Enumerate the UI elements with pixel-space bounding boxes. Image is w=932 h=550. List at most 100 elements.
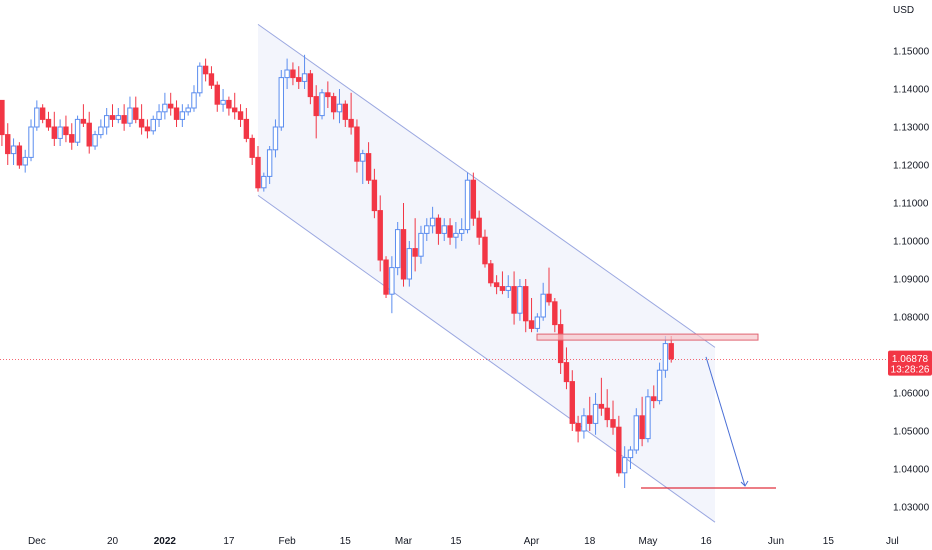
candle (208, 66, 215, 89)
candle (290, 62, 296, 86)
candle-body (598, 403, 605, 409)
candle (418, 225, 424, 264)
candle (493, 275, 500, 295)
candle (0, 99, 5, 146)
candle-body (179, 111, 186, 120)
candle-body (336, 103, 343, 113)
candle-body (610, 419, 616, 428)
candle-body (668, 343, 674, 360)
candle (313, 85, 319, 139)
candle-body (517, 286, 523, 314)
candle (651, 385, 657, 409)
candle-body (307, 73, 314, 98)
candle (185, 104, 191, 116)
candle-body (616, 426, 622, 474)
candle-body (34, 107, 40, 128)
candle-body (348, 118, 354, 128)
candle (453, 222, 459, 249)
candle (261, 172, 267, 192)
candle-body (28, 126, 34, 158)
candle-body (389, 267, 395, 295)
candle-body (208, 73, 215, 86)
candle (627, 446, 634, 469)
candle-body (173, 107, 180, 120)
candle-body (296, 77, 302, 82)
candle-body (459, 229, 465, 234)
candle-body (290, 69, 296, 79)
candle (255, 146, 261, 192)
candle-body (92, 134, 98, 147)
candle-body (604, 407, 610, 421)
candle (342, 100, 349, 127)
candle-body (22, 156, 28, 166)
candle (424, 218, 430, 241)
price-tag-countdown: 13:28:26 (891, 365, 930, 376)
candle (243, 108, 250, 143)
candle-body (226, 99, 232, 109)
candle-body (45, 118, 52, 128)
candle-body (220, 99, 226, 105)
candle-body (325, 92, 331, 98)
candle-body (621, 457, 628, 474)
candle (202, 58, 209, 82)
price-tick-label: 1.05000 (893, 427, 930, 438)
candle (74, 115, 81, 146)
candle-body (633, 415, 639, 451)
candle-body (645, 396, 651, 440)
price-tick-label: 1.06000 (893, 389, 930, 400)
candle-body (202, 65, 209, 75)
candle (354, 119, 360, 173)
candle-body (156, 111, 162, 120)
candle (412, 218, 418, 272)
candle-body (284, 69, 290, 79)
candle-body (103, 115, 110, 128)
candle-body (185, 107, 191, 113)
candle (639, 396, 645, 447)
candle (103, 108, 110, 135)
candle (121, 104, 127, 131)
candle-body (80, 118, 87, 124)
candle (307, 70, 314, 105)
candle (621, 446, 628, 488)
candle-body (563, 362, 570, 383)
candle-body (197, 65, 203, 94)
candle-body (394, 229, 401, 269)
candle (220, 89, 226, 112)
candle-body (249, 137, 255, 158)
candle-body (261, 175, 267, 189)
candle (528, 298, 535, 333)
candle (226, 96, 232, 116)
candle (249, 134, 255, 165)
candle-body (255, 156, 261, 189)
candle-body (342, 103, 349, 120)
candle-body (447, 225, 453, 238)
time-tick-label: 17 (223, 536, 235, 547)
candle (429, 206, 436, 234)
candle (5, 123, 11, 165)
candle (296, 66, 302, 89)
candle (168, 92, 174, 116)
candle-body (377, 210, 383, 261)
candle (610, 400, 616, 435)
price-tick-label: 1.10000 (893, 237, 930, 248)
channel-lower-line (257, 194, 716, 523)
candle-body (162, 103, 168, 113)
candle-body (464, 179, 471, 231)
candle-body (557, 324, 564, 364)
candle-body (51, 126, 57, 139)
candle (57, 119, 63, 146)
candle (517, 279, 523, 321)
candle-body (278, 77, 284, 128)
candle (616, 415, 622, 477)
price-tag-value: 1.06878 (892, 354, 929, 365)
time-axis[interactable]: Dec 20 2022 17 Feb 15 Mar 15 Apr 18 May 16 Jun 15 Jul (28, 536, 899, 547)
candle-body (57, 126, 63, 139)
projection-arrow-head (740, 480, 749, 487)
candle-body (168, 103, 174, 109)
time-tick-label: Apr (524, 536, 540, 547)
candle-body (639, 415, 645, 440)
candle-body (546, 293, 552, 303)
candle (511, 271, 517, 325)
candle (39, 104, 46, 124)
